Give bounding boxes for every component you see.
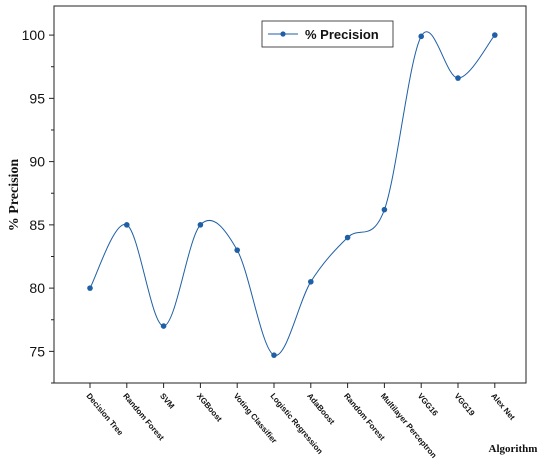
y-tick-label: 95 bbox=[29, 90, 45, 106]
series-layer bbox=[87, 31, 498, 358]
data-point bbox=[124, 222, 130, 228]
legend-label: % Precision bbox=[305, 27, 379, 42]
data-point bbox=[344, 234, 351, 241]
data-point bbox=[308, 278, 314, 285]
data-point bbox=[87, 285, 93, 291]
x-tick-label: VGG19 bbox=[452, 392, 476, 419]
y-tick-label: 100 bbox=[22, 27, 46, 43]
x-tick-label: SVM bbox=[158, 392, 176, 411]
data-point bbox=[381, 206, 388, 213]
x-tick-label: Alex Net bbox=[489, 392, 517, 423]
x-tick-label: XGBoost bbox=[195, 392, 224, 424]
data-point bbox=[271, 352, 277, 358]
data-point bbox=[234, 247, 240, 253]
x-axis-label: Algorithm bbox=[489, 443, 538, 455]
y-tick-label: 85 bbox=[29, 217, 45, 233]
plot-frame bbox=[53, 5, 527, 384]
data-point bbox=[160, 323, 167, 329]
x-tick-label: Random Forest bbox=[121, 392, 166, 443]
data-point bbox=[455, 75, 461, 81]
legend: % Precision bbox=[261, 20, 394, 48]
data-point bbox=[492, 32, 498, 38]
x-tick-label: VGG16 bbox=[416, 392, 440, 419]
y-axis-ticks: 75 80 85 90 95 100 bbox=[22, 27, 54, 384]
x-tick-label: Random Forest bbox=[342, 392, 387, 443]
data-point bbox=[418, 33, 425, 40]
y-axis-label: % Precision bbox=[7, 159, 22, 232]
y-tick-label: 75 bbox=[29, 343, 45, 359]
x-tick-label: AdaBoost bbox=[305, 392, 336, 427]
data-point bbox=[197, 222, 204, 228]
x-tick-label: Decision Tree bbox=[84, 392, 125, 438]
y-tick-label: 80 bbox=[29, 280, 45, 296]
legend-marker-swatch bbox=[280, 31, 286, 37]
y-tick-label: 90 bbox=[29, 154, 45, 170]
